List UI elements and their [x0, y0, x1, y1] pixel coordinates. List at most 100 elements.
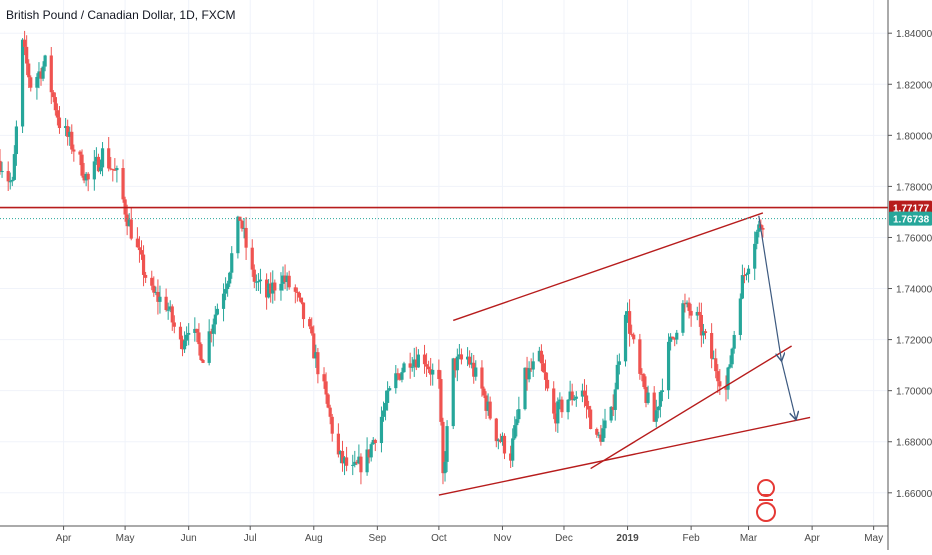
last-price-badge [889, 211, 932, 226]
candle-up [226, 283, 230, 290]
candle-down [86, 173, 90, 180]
candle-up [580, 390, 585, 397]
author-logo-icon [756, 479, 776, 522]
candle-up [574, 396, 578, 399]
candle-up [685, 302, 689, 304]
candle-up [37, 71, 41, 77]
candle-up [695, 311, 699, 316]
candle-up [342, 457, 347, 464]
candle-up [285, 275, 289, 283]
x-tick-label: Nov [494, 533, 512, 544]
candle-down [367, 449, 371, 458]
x-tick-label: May [116, 533, 135, 544]
candle-down [170, 306, 174, 323]
candle-up [465, 356, 470, 360]
candle-down [209, 331, 213, 334]
candle-down [137, 247, 142, 251]
candle-up [98, 167, 103, 172]
candle-down [107, 148, 111, 169]
y-tick-label: 1.74000 [896, 285, 932, 296]
candle-up [712, 358, 716, 360]
candle-down [250, 247, 254, 270]
candle-up [256, 281, 261, 283]
candle-up [371, 439, 375, 445]
x-tick-label: Jul [244, 533, 257, 544]
candle-up [757, 224, 761, 232]
candle-down [53, 97, 57, 111]
candle-up [732, 334, 736, 349]
candle-up [64, 126, 68, 129]
candle-down [152, 285, 156, 293]
y-tick-label: 1.84000 [896, 29, 932, 40]
candle-down [718, 381, 722, 387]
y-tick-label: 1.82000 [896, 80, 932, 91]
candle-up [267, 283, 271, 298]
candle-up [744, 274, 749, 276]
candle-up [388, 388, 392, 391]
candle-down [340, 450, 345, 464]
candle-up [68, 131, 72, 137]
candle-up [451, 358, 455, 427]
candle-up [271, 282, 275, 294]
candle-down [0, 160, 2, 172]
candle-down [761, 227, 765, 230]
candle-down [525, 367, 529, 380]
candle-up [41, 66, 45, 79]
candle-down [328, 407, 332, 417]
candle-up [351, 464, 355, 466]
candle-down [429, 369, 433, 375]
candle-down [269, 283, 273, 294]
candle-up [43, 55, 47, 67]
candle-up [223, 289, 228, 294]
candle-down [55, 110, 60, 118]
candle-down [201, 360, 205, 363]
candle-down [135, 238, 140, 248]
candle-down [699, 314, 703, 336]
candle-up [207, 331, 211, 363]
candle-up [211, 324, 215, 334]
x-tick-label: Jun [181, 533, 197, 544]
y-tick-label: 1.70000 [896, 387, 932, 398]
candle-up [675, 332, 679, 340]
candle-up [12, 154, 16, 180]
candle-down [125, 214, 129, 227]
candle-up [623, 314, 628, 362]
candle-down [244, 227, 248, 248]
y-tick-label: 1.80000 [896, 131, 932, 142]
candle-down [453, 358, 457, 371]
candle-down [482, 388, 486, 396]
candle-up [166, 309, 170, 311]
candle-down [51, 92, 55, 98]
candle-up [603, 420, 607, 429]
candle-down [703, 331, 708, 334]
candle-up [669, 336, 673, 342]
candle-down [252, 269, 256, 282]
candle-up [416, 354, 420, 368]
candle-up [431, 369, 435, 375]
candle-up [10, 179, 14, 182]
candle-down [172, 322, 176, 327]
candle-down [373, 439, 377, 444]
candle-down [552, 388, 556, 414]
candle-up [738, 298, 742, 335]
candle-down [308, 319, 312, 327]
candle-up [609, 406, 613, 421]
candle-up [556, 401, 560, 424]
candle-down [488, 401, 492, 419]
candle-up [625, 311, 630, 315]
candle-down [287, 275, 291, 288]
x-tick-label: 2019 [616, 533, 639, 544]
candle-down [627, 311, 632, 334]
candle-up [746, 268, 751, 275]
channel-lower-line [438, 416, 811, 496]
candle-up [646, 392, 650, 403]
candle-up [314, 352, 318, 359]
candle-down [480, 367, 484, 389]
candles [0, 30, 765, 485]
candle-down [459, 354, 464, 360]
projection-arrow-segment [758, 215, 782, 360]
candle-down [72, 149, 76, 152]
candle-down [310, 326, 314, 334]
